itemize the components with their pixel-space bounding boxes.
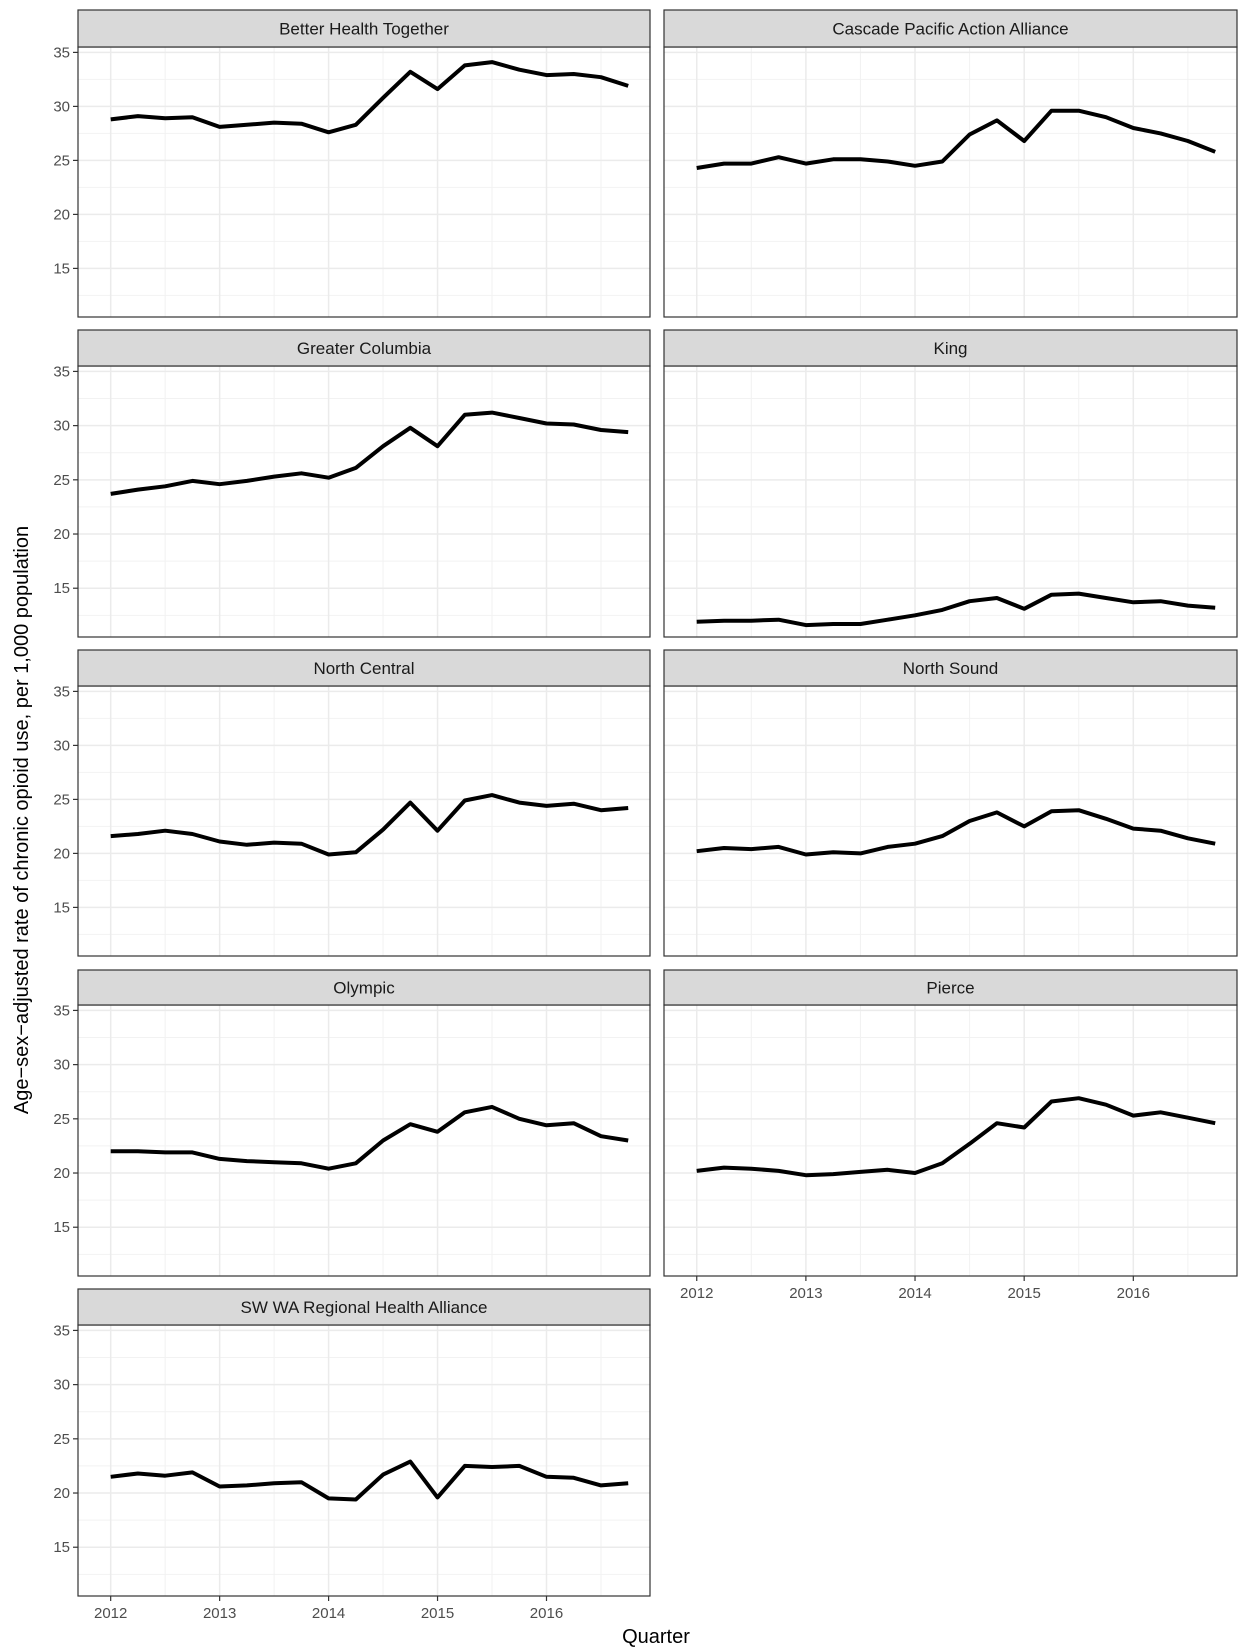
y-tick-label: 30 <box>53 418 70 435</box>
facet-strip <box>663 969 1238 1006</box>
facet-strip-label: Better Health Together <box>279 20 449 39</box>
facet-strip <box>77 1288 651 1326</box>
series-line <box>110 410 629 496</box>
facet-strip-label: King <box>933 339 967 358</box>
y-axis-title: Age−sex−adjusted rate of chronic opioid … <box>11 526 33 1114</box>
x-tick-label: 2015 <box>1007 1285 1040 1302</box>
facet-strip <box>663 649 1238 687</box>
x-tick-label: 2012 <box>680 1285 713 1302</box>
facet-strip <box>77 329 651 367</box>
panel-background <box>78 686 650 956</box>
facet-better-health-together: Better Health Together 15 20 25 30 35 <box>53 9 651 318</box>
series-line <box>696 591 1216 628</box>
y-tick-label: 25 <box>53 152 70 169</box>
facet-pierce: Pierce 2012 2013 2014 2015 2016 <box>663 969 1238 1302</box>
panel-background <box>78 47 650 317</box>
y-tick-label: 20 <box>53 845 70 862</box>
facet-strip <box>663 329 1238 367</box>
y-tick-label: 30 <box>53 1377 70 1394</box>
y-tick-label: 35 <box>53 1322 70 1339</box>
x-tick-label: 2015 <box>421 1605 454 1622</box>
x-tick-label: 2016 <box>530 1605 563 1622</box>
facet-north-central: North Central 15 20 25 30 35 <box>53 649 651 957</box>
x-tick-label: 2016 <box>1117 1285 1150 1302</box>
panel-background <box>664 1005 1237 1276</box>
facet-king: King <box>663 329 1238 638</box>
series-line <box>110 793 629 857</box>
y-tick-label: 15 <box>53 260 70 277</box>
panel-background <box>78 366 650 637</box>
facet-strip-label: Pierce <box>926 979 974 998</box>
y-tick-label: 35 <box>53 683 70 700</box>
y-tick-label: 25 <box>53 472 70 489</box>
y-tick-label: 20 <box>53 206 70 223</box>
y-tick-label: 35 <box>53 363 70 380</box>
panel-background <box>78 1005 650 1276</box>
facet-strip <box>77 649 651 687</box>
y-tick-label: 15 <box>53 580 70 597</box>
y-tick-label: 35 <box>53 44 70 61</box>
facet-strip-label: Cascade Pacific Action Alliance <box>832 20 1068 39</box>
y-tick-label: 20 <box>53 1485 70 1502</box>
y-tick-label: 25 <box>53 1111 70 1128</box>
series-line <box>110 1104 629 1171</box>
series-line <box>696 1096 1216 1178</box>
facet-north-sound: North Sound <box>663 649 1238 957</box>
x-tick-label: 2014 <box>312 1605 345 1622</box>
panel-background <box>78 1325 650 1596</box>
panel-background <box>664 366 1237 637</box>
y-tick-label: 15 <box>53 1539 70 1556</box>
facet-strip-label: Greater Columbia <box>297 339 432 358</box>
y-tick-label: 30 <box>53 1057 70 1074</box>
facet-sw-wa-regional-health-alliance: SW WA Regional Health Alliance 15 20 25 30 35… <box>53 1288 651 1622</box>
y-tick-label: 15 <box>53 899 70 916</box>
facet-cascade-pacific-action-alliance: Cascade Pacific Action Alliance <box>663 9 1238 318</box>
y-tick-label: 35 <box>53 1002 70 1019</box>
y-tick-label: 30 <box>53 737 70 754</box>
y-tick-label: 25 <box>53 1431 70 1448</box>
facet-greater-columbia: Greater Columbia 15 20 25 30 35 <box>53 329 651 638</box>
facet-strip <box>77 9 651 48</box>
y-tick-label: 25 <box>53 791 70 808</box>
facet-strip <box>77 969 651 1006</box>
y-tick-label: 15 <box>53 1219 70 1236</box>
x-tick-label: 2013 <box>789 1285 822 1302</box>
facet-strip-label: North Central <box>313 659 414 678</box>
facet-olympic: Olympic 15 20 25 30 35 <box>53 969 651 1277</box>
facet-strip-label: Olympic <box>333 979 395 998</box>
x-tick-label: 2012 <box>94 1605 127 1622</box>
series-line <box>110 1459 629 1502</box>
series-line <box>110 60 629 135</box>
x-tick-label: 2013 <box>203 1605 236 1622</box>
y-tick-label: 20 <box>53 1165 70 1182</box>
y-tick-label: 30 <box>53 98 70 115</box>
x-axis-title: Quarter <box>622 1626 690 1648</box>
panel-background <box>664 686 1237 956</box>
series-line <box>696 808 1216 857</box>
panel-background <box>664 47 1237 317</box>
y-tick-label: 20 <box>53 526 70 543</box>
facet-strip-label: North Sound <box>903 659 998 678</box>
series-line <box>696 108 1216 170</box>
facet-strip <box>663 9 1238 48</box>
facet-strip-label: SW WA Regional Health Alliance <box>241 1298 488 1317</box>
x-tick-label: 2014 <box>898 1285 931 1302</box>
